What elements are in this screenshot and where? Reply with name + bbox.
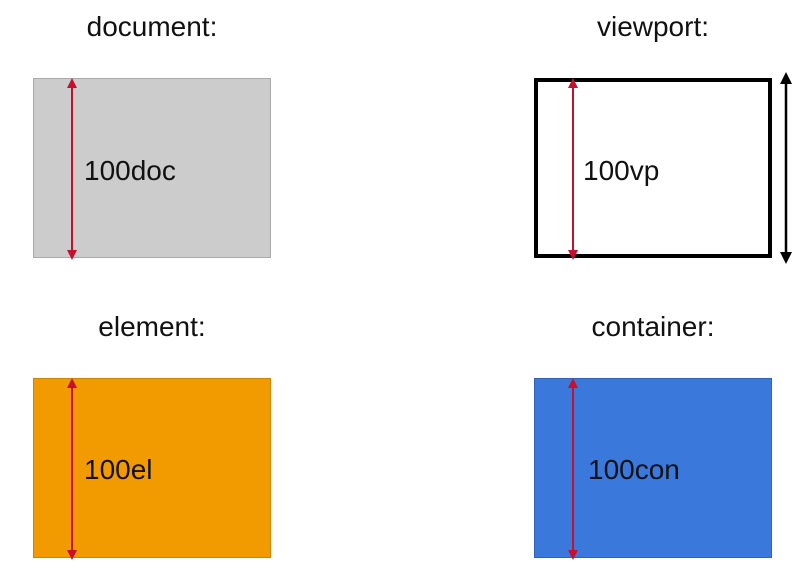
container-height-label: 100con	[588, 454, 680, 485]
viewport-height-label: 100vp	[583, 155, 660, 186]
element-height-arrow	[67, 378, 77, 560]
document-height-arrow	[67, 78, 77, 260]
container-height-arrow	[568, 378, 578, 560]
viewport-outer-arrow	[780, 72, 792, 264]
container-title: container:	[591, 311, 715, 342]
element-title: element:	[98, 311, 206, 342]
viewport-title: viewport:	[596, 11, 710, 42]
viewport-height-arrow	[568, 78, 578, 260]
document-height-label: 100doc	[84, 155, 176, 186]
element-height-label: 100el	[84, 454, 153, 485]
document-title: document:	[86, 11, 218, 42]
